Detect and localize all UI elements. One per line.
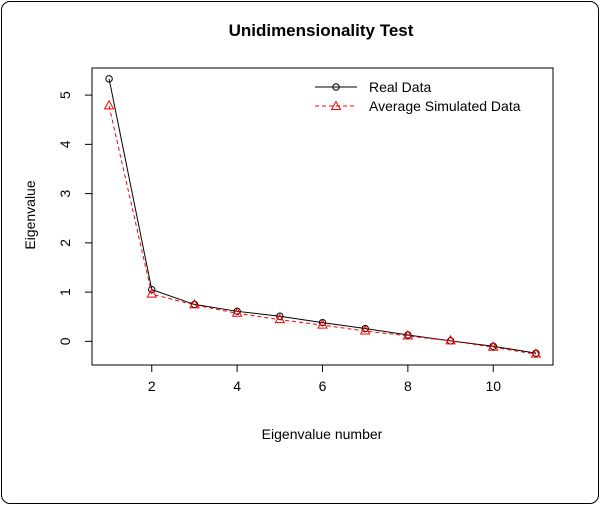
y-tick-label: 0 [57,337,73,345]
data-point [317,319,328,329]
y-axis: 0 1 2 3 4 5 [57,91,92,345]
data-point [274,313,286,324]
data-point [530,348,542,358]
series-layer [103,75,542,358]
data-point [146,288,158,298]
x-tick-label: 10 [485,378,501,394]
y-tick-label: 2 [57,239,73,247]
data-point [103,99,115,110]
data-point [189,298,200,309]
data-point [487,341,499,351]
data-point [359,324,371,335]
x-axis-label: Eigenvalue number [262,426,383,442]
x-tick-label: 8 [404,378,412,394]
y-axis-label: Eigenvalue [22,180,38,249]
y-tick-label: 5 [57,91,73,99]
legend-item-simulated-data: Average Simulated Data [315,98,521,114]
data-point [231,307,243,317]
series-line [108,78,537,354]
x-tick-label: 4 [233,378,241,394]
series-simulated-data [103,99,542,358]
y-tick-label: 4 [57,140,73,148]
x-axis: 2 4 6 8 10 [148,365,501,394]
y-tick-label: 1 [57,288,73,296]
series-line [108,105,537,355]
legend-label-real-data: Real Data [369,79,431,95]
legend-label-simulated-data: Average Simulated Data [369,98,521,114]
legend: Real Data Average Simulated Data [315,79,521,114]
x-tick-label: 2 [148,378,156,394]
chart-title: Unidimensionality Test [229,21,414,40]
data-point [105,75,113,83]
x-tick-label: 6 [319,378,327,394]
data-point [445,334,456,345]
legend-item-real-data: Real Data [315,79,431,95]
data-point [402,329,414,340]
series-real-data [105,75,540,357]
y-tick-label: 3 [57,189,73,197]
